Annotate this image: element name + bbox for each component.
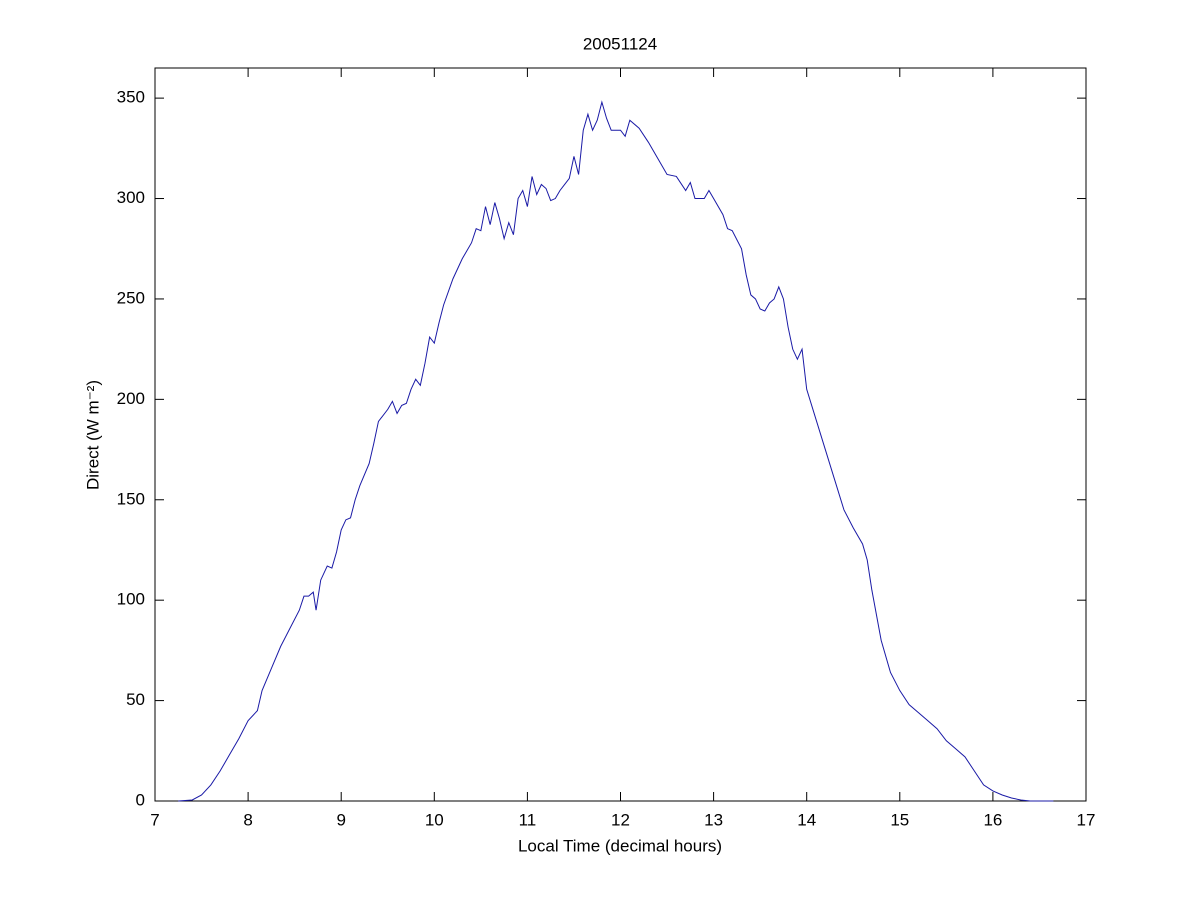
data-line bbox=[178, 100, 1054, 802]
x-tick-label: 17 bbox=[1077, 810, 1096, 829]
x-tick-label: 10 bbox=[425, 810, 444, 829]
x-tick-label: 8 bbox=[243, 810, 252, 829]
x-tick-label: 9 bbox=[336, 810, 345, 829]
x-tick-label: 11 bbox=[519, 810, 537, 829]
y-tick-label: 150 bbox=[117, 489, 145, 508]
y-tick-label: 0 bbox=[136, 790, 145, 809]
y-axis-label: Direct (W m⁻²) bbox=[83, 380, 102, 490]
y-tick-label: 350 bbox=[117, 88, 145, 107]
x-tick-label: 13 bbox=[704, 810, 723, 829]
x-tick-label: 15 bbox=[890, 810, 909, 829]
x-tick-label: 16 bbox=[983, 810, 1002, 829]
x-axis-label: Local Time (decimal hours) bbox=[518, 836, 722, 855]
x-tick-label: 14 bbox=[797, 810, 816, 829]
y-tick-label: 200 bbox=[117, 389, 145, 408]
chart-title: 20051124 bbox=[583, 34, 657, 53]
y-tick-label: 250 bbox=[117, 288, 145, 307]
x-tick-label: 7 bbox=[150, 810, 159, 829]
x-tick-label: 12 bbox=[611, 810, 630, 829]
y-tick-label: 100 bbox=[117, 590, 145, 609]
y-tick-label: 50 bbox=[126, 690, 145, 709]
y-tick-label: 300 bbox=[117, 188, 145, 207]
